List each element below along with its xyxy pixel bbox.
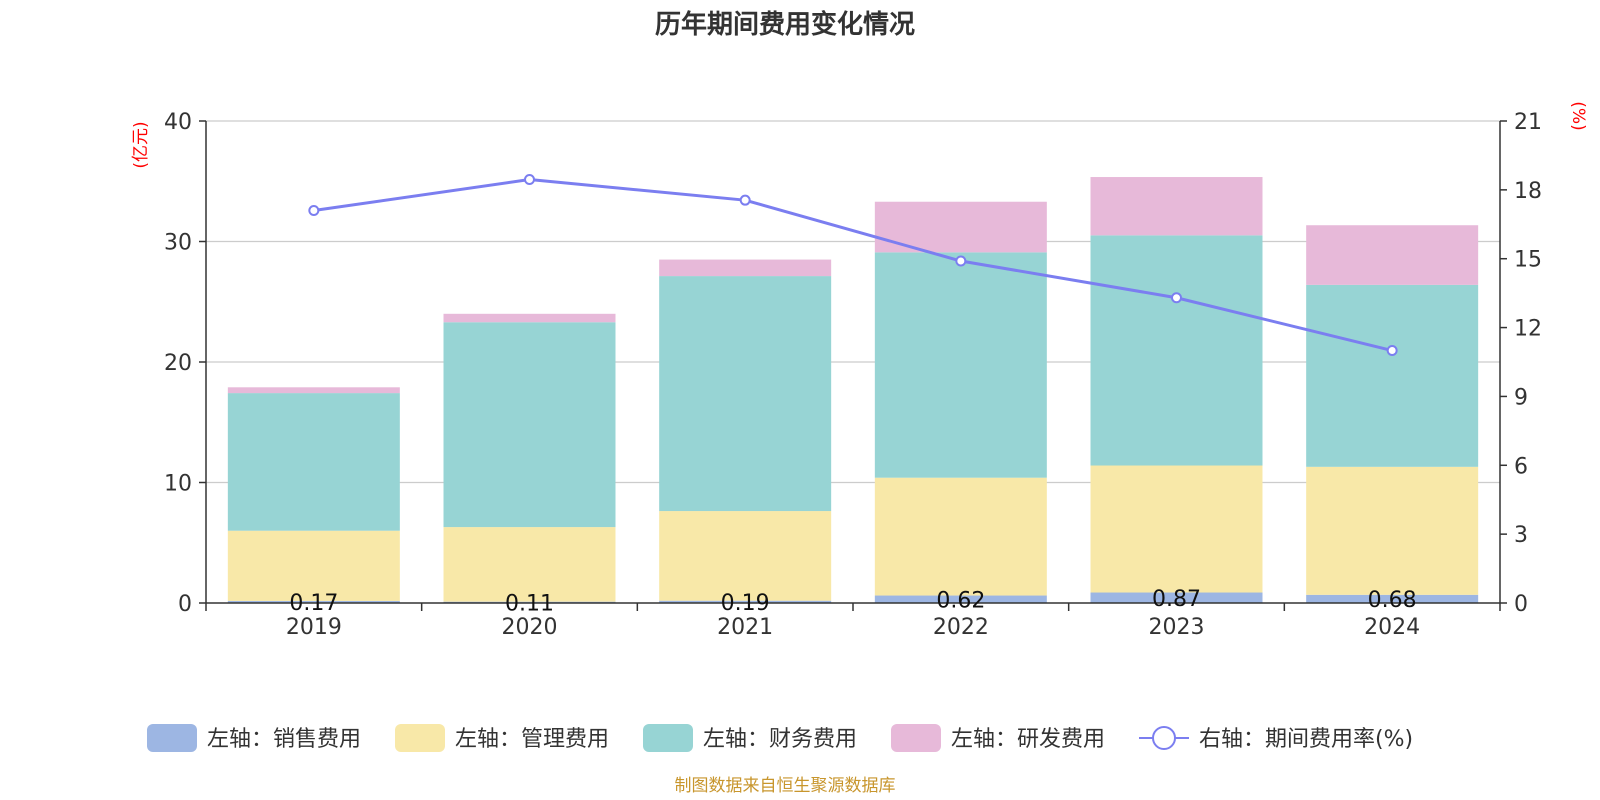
bar-segment xyxy=(874,252,1047,478)
right-tick-label: 0 xyxy=(1514,592,1528,617)
x-tick-label: 2023 xyxy=(1149,615,1205,640)
right-tick-label: 3 xyxy=(1514,523,1528,548)
rate-line-point xyxy=(308,205,320,217)
bar-data-label: 0.17 xyxy=(289,591,338,616)
axes: 0 10 20 30 40 0 3 6 9 12 15 18 21 2019 2020 2021 2022 202… xyxy=(164,110,1542,640)
bar-segment xyxy=(659,276,832,512)
left-tick-label: 20 xyxy=(164,351,192,376)
source-note: 制图数据来自恒生聚源数据库 xyxy=(675,776,896,796)
rate-line-point xyxy=(1171,292,1182,304)
bar-segment xyxy=(227,530,400,601)
legend-label: 左轴：财务费用 xyxy=(703,727,857,752)
legend-swatch xyxy=(643,724,693,752)
legend-label: 左轴：销售费用 xyxy=(207,727,361,752)
left-tick-label: 30 xyxy=(164,231,192,256)
bar-segment xyxy=(1306,594,1479,603)
bar-segment xyxy=(443,322,616,528)
bar-data-label: 0.87 xyxy=(1152,587,1201,612)
rate-line-point xyxy=(739,194,751,206)
x-tick-label: 2021 xyxy=(717,615,773,640)
expense-rate-line xyxy=(308,174,1398,357)
bar-segment xyxy=(1306,225,1479,285)
legend-label: 左轴：研发费用 xyxy=(951,727,1105,752)
bar-segment xyxy=(1090,177,1263,236)
bar-segment xyxy=(227,387,400,394)
bar-segment xyxy=(874,477,1047,596)
legend-label: 左轴：管理费用 xyxy=(455,727,609,752)
bar-segment xyxy=(227,600,400,603)
legend-swatch xyxy=(147,724,197,752)
bar-segment xyxy=(659,511,832,601)
x-tick-label: 2019 xyxy=(286,615,342,640)
bar-segment xyxy=(1090,465,1263,593)
grid-lines xyxy=(206,120,1500,484)
right-axis-unit: (%) xyxy=(1568,101,1588,130)
bar-segment xyxy=(659,600,832,603)
bar-segment xyxy=(443,313,616,323)
right-tick-label: 6 xyxy=(1514,454,1528,479)
bar-segment xyxy=(443,527,616,602)
left-tick-label: 10 xyxy=(164,472,192,497)
x-tick-label: 2020 xyxy=(502,615,558,640)
bar-segment xyxy=(227,393,400,531)
right-tick-label: 12 xyxy=(1514,317,1542,342)
rate-line-point xyxy=(524,174,535,186)
right-tick-label: 9 xyxy=(1514,385,1528,410)
bar-segment xyxy=(1306,466,1479,595)
legend-circle-marker xyxy=(1152,726,1176,750)
legend-label: 右轴：期间费用率(%) xyxy=(1199,727,1413,752)
left-tick-label: 40 xyxy=(164,110,192,135)
legend-swatch xyxy=(891,724,941,752)
bar-segment xyxy=(1090,235,1263,466)
bar-segment xyxy=(874,595,1047,603)
stacked-bars xyxy=(227,177,1479,603)
bar-segment xyxy=(1090,592,1263,603)
right-tick-label: 15 xyxy=(1514,248,1542,273)
legend: 左轴：销售费用 左轴：管理费用 左轴：财务费用 左轴：研发费用 右轴：期间费用率(%) xyxy=(147,724,1413,752)
bar-data-label: 0.11 xyxy=(505,591,554,616)
legend-swatch xyxy=(395,724,445,752)
data-labels: 0.17 0.11 0.19 0.62 0.87 0.68 xyxy=(289,587,1416,617)
right-tick-label: 21 xyxy=(1514,110,1542,135)
bar-data-label: 0.19 xyxy=(721,591,770,616)
right-tick-label: 18 xyxy=(1514,179,1542,204)
rate-line-point xyxy=(1386,345,1398,357)
bar-segment xyxy=(659,259,832,277)
bar-segment xyxy=(1306,284,1479,467)
bar-data-label: 0.62 xyxy=(936,588,985,613)
left-axis-unit: (亿元) xyxy=(131,121,151,168)
bar-data-label: 0.68 xyxy=(1368,588,1417,613)
x-tick-label: 2024 xyxy=(1364,615,1420,640)
left-tick-label: 0 xyxy=(178,592,192,617)
x-tick-label: 2022 xyxy=(933,615,989,640)
rate-line-point xyxy=(955,255,967,267)
chart-title: 历年期间费用变化情况 xyxy=(655,9,915,40)
rate-line-path xyxy=(313,178,1393,352)
